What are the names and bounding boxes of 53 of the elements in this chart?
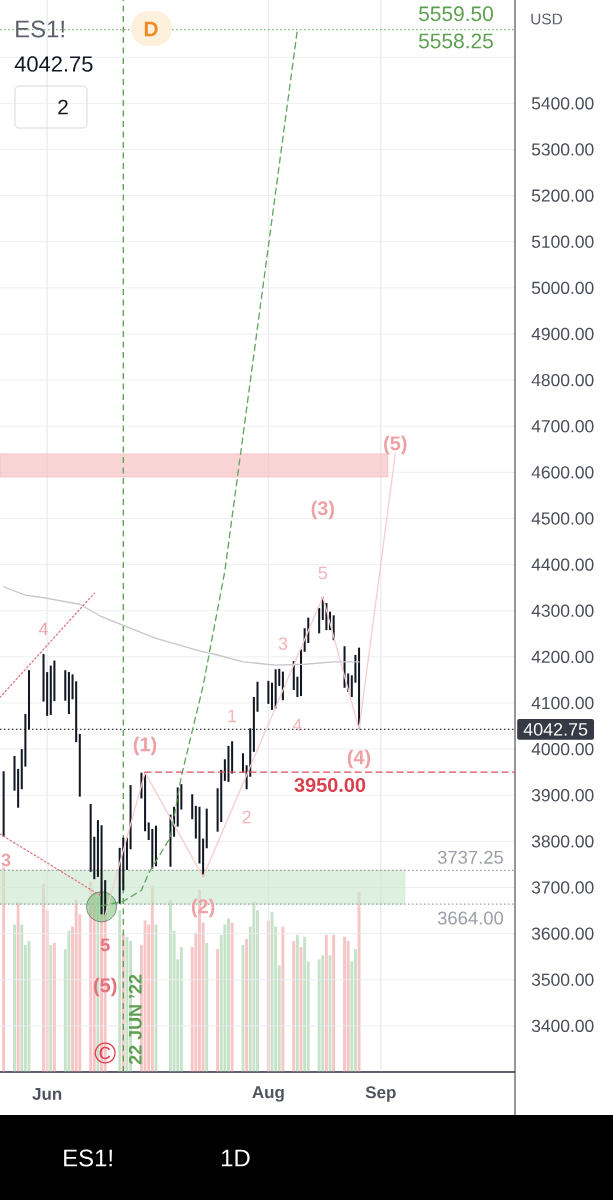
annotation: 5 xyxy=(318,566,328,580)
y-tick-label: 5200.00 xyxy=(531,189,594,202)
annotation: (2) xyxy=(191,898,215,918)
text: ES1! xyxy=(64,1149,112,1167)
annotation: 2 xyxy=(242,810,251,824)
annotation: 5558.25 xyxy=(419,33,493,49)
y-tick-label: 4800.00 xyxy=(531,373,594,387)
y-tick-label: 3900.00 xyxy=(531,789,594,802)
y-tick-label: 4900.00 xyxy=(531,327,594,341)
y-tick-label: 3700.00 xyxy=(531,881,594,894)
annotation: D xyxy=(144,21,158,37)
ref-line-label: 5559.50 xyxy=(419,6,493,22)
y-tick-label: 4100.00 xyxy=(531,696,594,710)
annotation: (4) xyxy=(347,749,371,769)
y-tick-label: 5400.00 xyxy=(531,97,594,110)
ref-line-label: 3737.25 xyxy=(437,850,504,864)
annotation: 4 xyxy=(292,718,302,732)
text: 1D xyxy=(222,1149,250,1167)
y-tick-label: 4300.00 xyxy=(531,604,594,617)
text: USD xyxy=(531,13,563,25)
ref-line-label: 22 JUN ’22 xyxy=(128,974,142,1065)
annotation: 3 xyxy=(1,853,11,867)
y-tick-label: 3600.00 xyxy=(531,927,594,940)
y-tick-label: 4000.00 xyxy=(531,742,594,756)
text: 4042.75 xyxy=(14,56,93,72)
text: ES1! xyxy=(16,20,64,38)
annotation: (5) xyxy=(94,977,117,997)
annotation: 3950.00 xyxy=(294,777,366,793)
y-tick-label: 3500.00 xyxy=(531,973,594,986)
annotation: (5) xyxy=(384,435,407,455)
annotation: (3) xyxy=(311,500,334,520)
annotation: 3 xyxy=(278,637,288,650)
y-tick-label: 3400.00 xyxy=(531,1019,594,1033)
y-tick-label: 5100.00 xyxy=(531,235,594,248)
y-tick-label: 4700.00 xyxy=(531,420,594,433)
y-tick-label: 4200.00 xyxy=(531,650,594,664)
ref-line-label: 4042.75 xyxy=(523,723,588,736)
annotation: 2 xyxy=(58,99,68,115)
y-tick-label: 5000.00 xyxy=(531,281,594,295)
y-tick-label: 4500.00 xyxy=(531,512,594,525)
annotation: © xyxy=(94,1042,116,1064)
ref-line-label: 3664.00 xyxy=(437,911,504,925)
x-tick-label: Sep xyxy=(365,1086,396,1102)
annotation: 4 xyxy=(38,622,48,636)
y-tick-label: 4400.00 xyxy=(531,558,594,571)
y-tick-label: 5300.00 xyxy=(531,143,594,156)
annotation: (1) xyxy=(133,736,157,756)
annotation: 1 xyxy=(228,709,237,723)
annotation: 5 xyxy=(100,938,110,952)
y-tick-label: 3800.00 xyxy=(531,835,594,848)
y-tick-label: 4600.00 xyxy=(531,466,594,479)
x-tick-label: Aug xyxy=(252,1086,284,1102)
x-tick-label: Jun xyxy=(32,1088,62,1100)
